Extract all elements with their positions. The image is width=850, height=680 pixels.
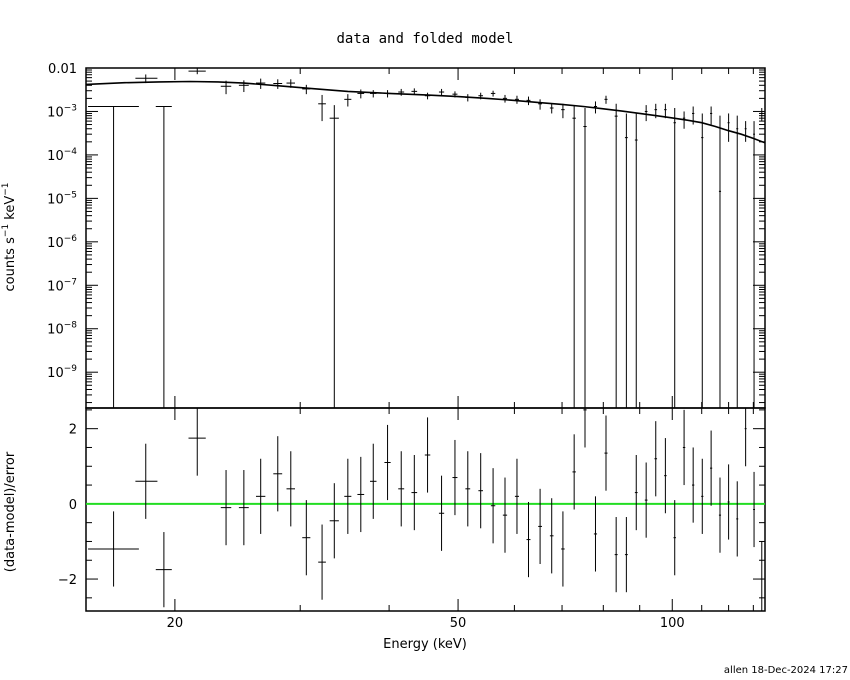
top-y-axis-label: counts s−1 keV−1 <box>1 182 18 291</box>
footer-stamp: allen 18-Dec-2024 17:27 <box>724 665 848 676</box>
bottom-y-tick-label: −2 <box>58 573 77 588</box>
chart-title: data and folded model <box>336 31 513 47</box>
bottom-frame <box>85 407 766 612</box>
bottom-y-tick-label: 0 <box>69 498 77 513</box>
bottom-data-group <box>88 408 764 611</box>
model-curve <box>86 80 765 144</box>
x-axis-label: Energy (keV) <box>383 637 467 652</box>
top-y-label-exp1: −1 <box>1 224 11 237</box>
top-frame <box>85 67 766 409</box>
top-y-tick-label: 10−3 <box>47 103 77 120</box>
top-y-tick-label: 0.01 <box>48 62 77 77</box>
bottom-y-axis-label: (data-model)/error <box>3 451 18 572</box>
top-data-group <box>88 68 764 408</box>
x-tick-label: 50 <box>450 616 467 631</box>
x-tick-label: 100 <box>660 616 685 631</box>
top-y-label-mid: keV <box>3 196 18 224</box>
top-y-tick-label: 10−8 <box>47 321 77 338</box>
top-y-tick-label: 10−7 <box>47 277 77 294</box>
top-y-tick-label: 10−6 <box>47 234 77 251</box>
top-y-tick-label: 10−4 <box>47 147 77 164</box>
top-y-tick-label: 10−5 <box>47 190 77 207</box>
bottom-y-tick-label: 2 <box>69 423 77 438</box>
x-tick-label: 20 <box>167 616 184 631</box>
top-y-label-exp2: −1 <box>1 182 11 195</box>
top-y-tick-label: 10−9 <box>47 364 77 381</box>
top-panel: 0.01 10−3 10−4 10−5 10−6 10−7 10−8 10−9 <box>47 62 766 409</box>
top-y-label-main: counts s <box>3 237 18 292</box>
